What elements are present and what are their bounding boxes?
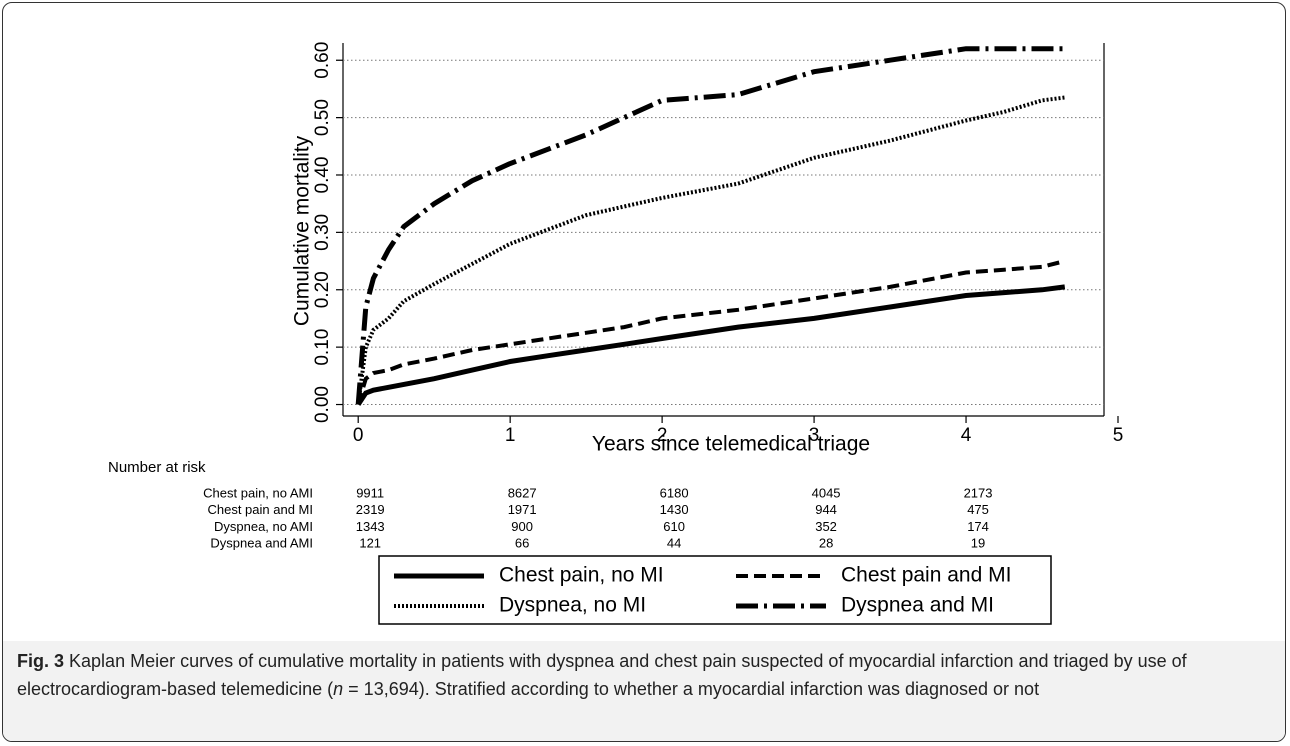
km-curve bbox=[355, 46, 1065, 405]
risk-value: 121 bbox=[359, 536, 381, 551]
chart: Cumulative mortality Years since telemed… bbox=[108, 42, 1124, 625]
y-tick-label: 0.30 bbox=[312, 214, 333, 251]
x-tick-label: 0 bbox=[353, 425, 364, 446]
km-curve bbox=[356, 259, 1066, 406]
risk-value: 352 bbox=[815, 519, 837, 534]
risk-value: 2173 bbox=[964, 485, 993, 500]
risk-value: 8627 bbox=[508, 485, 537, 500]
x-tick-label: 1 bbox=[505, 425, 516, 446]
x-tick-label: 3 bbox=[809, 425, 820, 446]
risk-value: 2319 bbox=[356, 502, 385, 517]
risk-row-label: Dyspnea, no AMI bbox=[214, 519, 313, 534]
legend-label: Dyspnea and MI bbox=[841, 594, 994, 617]
risk-value: 6180 bbox=[660, 485, 689, 500]
caption-italic: n bbox=[333, 679, 344, 699]
y-tick-label: 0.60 bbox=[312, 42, 333, 79]
y-tick-label: 0.10 bbox=[312, 329, 333, 366]
caption: Fig. 3 Kaplan Meier curves of cumulative… bbox=[3, 641, 1285, 741]
x-tick-label: 5 bbox=[1113, 425, 1124, 446]
y-tick-label: 0.50 bbox=[312, 99, 333, 136]
risk-value: 66 bbox=[515, 536, 529, 551]
risk-value: 4045 bbox=[812, 485, 841, 500]
legend-label: Chest pain and MI bbox=[841, 564, 1011, 587]
risk-value: 174 bbox=[967, 519, 989, 534]
legend-label: Chest pain, no MI bbox=[499, 564, 664, 587]
risk-table-title: Number at risk bbox=[108, 459, 206, 476]
risk-row-label: Chest pain, no AMI bbox=[203, 485, 313, 500]
km-curve bbox=[356, 95, 1066, 405]
risk-value: 475 bbox=[967, 502, 989, 517]
x-tick-label: 4 bbox=[961, 425, 972, 446]
risk-value: 944 bbox=[815, 502, 837, 517]
risk-row-label: Dyspnea and AMI bbox=[210, 536, 313, 551]
caption-text: = 13,694). Stratified according to wheth… bbox=[343, 679, 1040, 699]
risk-value: 900 bbox=[511, 519, 533, 534]
risk-value: 9911 bbox=[356, 485, 384, 500]
x-tick-label: 2 bbox=[657, 425, 668, 446]
x-axis-label: Years since telemedical triage bbox=[592, 433, 870, 456]
risk-value: 1430 bbox=[660, 502, 689, 517]
y-tick-label: 0.00 bbox=[312, 386, 333, 423]
legend-label: Dyspnea, no MI bbox=[499, 594, 646, 617]
risk-value: 28 bbox=[819, 536, 833, 551]
caption-label: Fig. 3 bbox=[17, 651, 65, 671]
risk-value: 19 bbox=[971, 536, 985, 551]
y-tick-label: 0.40 bbox=[312, 156, 333, 193]
risk-value: 1343 bbox=[356, 519, 385, 534]
y-tick-label: 0.20 bbox=[312, 271, 333, 308]
caption-text: Kaplan Meier curves of cumulative mortal… bbox=[17, 651, 1187, 699]
km-curve bbox=[356, 284, 1066, 406]
risk-value: 44 bbox=[667, 536, 681, 551]
y-axis-label: Cumulative mortality bbox=[291, 135, 314, 326]
risk-value: 610 bbox=[663, 519, 685, 534]
legend-box bbox=[378, 555, 1052, 625]
risk-value: 1971 bbox=[508, 502, 537, 517]
risk-row-label: Chest pain and MI bbox=[207, 502, 313, 517]
